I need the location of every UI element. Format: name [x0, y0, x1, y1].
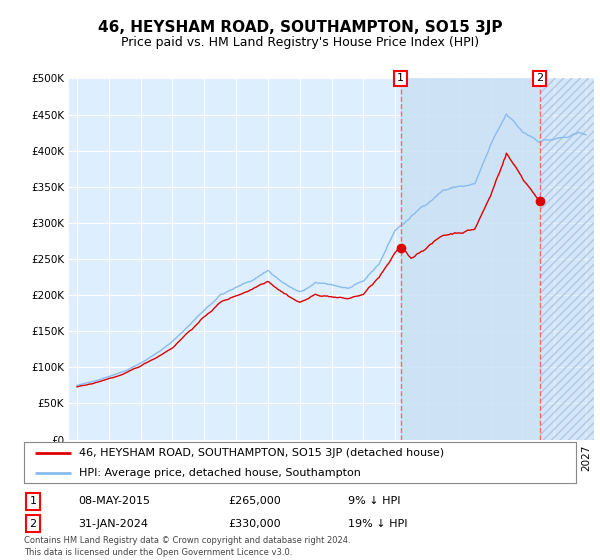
Text: 19% ↓ HPI: 19% ↓ HPI: [348, 519, 407, 529]
Text: 2: 2: [29, 519, 37, 529]
Text: 9% ↓ HPI: 9% ↓ HPI: [348, 496, 401, 506]
Text: 08-MAY-2015: 08-MAY-2015: [78, 496, 150, 506]
Text: 46, HEYSHAM ROAD, SOUTHAMPTON, SO15 3JP: 46, HEYSHAM ROAD, SOUTHAMPTON, SO15 3JP: [98, 20, 502, 35]
Text: HPI: Average price, detached house, Southampton: HPI: Average price, detached house, Sout…: [79, 468, 361, 478]
Bar: [539, 78, 594, 440]
Text: 31-JAN-2024: 31-JAN-2024: [78, 519, 148, 529]
Bar: [539, 78, 594, 440]
Text: £265,000: £265,000: [228, 496, 281, 506]
Text: Price paid vs. HM Land Registry's House Price Index (HPI): Price paid vs. HM Land Registry's House …: [121, 36, 479, 49]
Text: 2: 2: [536, 73, 543, 83]
Text: 1: 1: [29, 496, 37, 506]
Text: £330,000: £330,000: [228, 519, 281, 529]
Bar: [401, 78, 539, 440]
Text: Contains HM Land Registry data © Crown copyright and database right 2024.
This d: Contains HM Land Registry data © Crown c…: [24, 536, 350, 557]
Text: 1: 1: [397, 73, 404, 83]
Text: 46, HEYSHAM ROAD, SOUTHAMPTON, SO15 3JP (detached house): 46, HEYSHAM ROAD, SOUTHAMPTON, SO15 3JP …: [79, 449, 445, 458]
